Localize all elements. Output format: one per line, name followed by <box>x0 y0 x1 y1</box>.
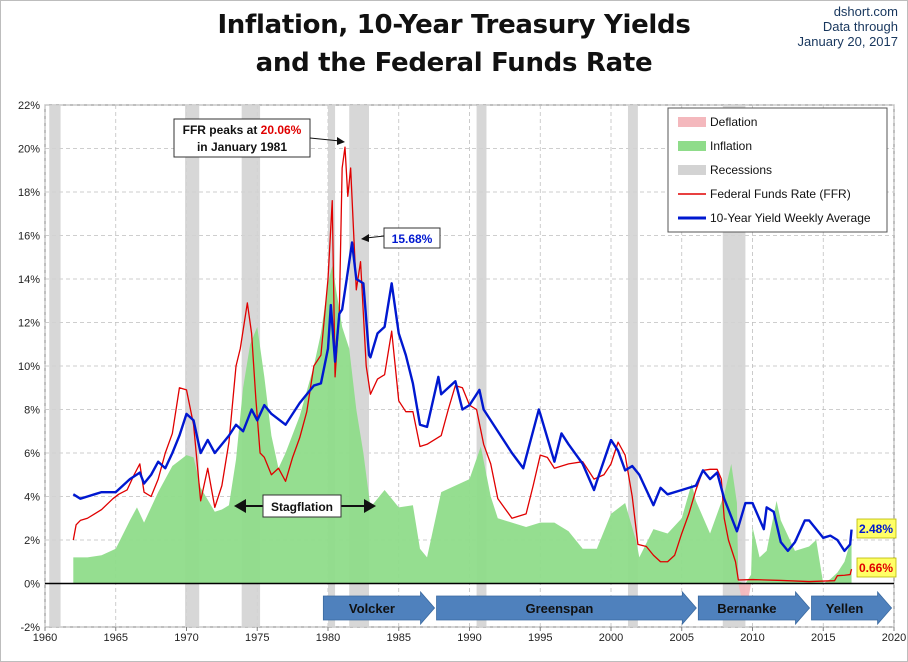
y-tick-label: 8% <box>24 405 40 417</box>
ffr-peak-arrowhead <box>337 137 345 145</box>
legend-label: Federal Funds Rate (FFR) <box>710 187 851 201</box>
x-tick-label: 1975 <box>245 632 269 644</box>
x-tick-label: 2015 <box>811 632 835 644</box>
stagflation-label: Stagflation <box>271 500 333 514</box>
source-date: January 20, 2017 <box>797 34 898 49</box>
ffr-peak-value: 20.06% <box>261 123 302 137</box>
x-tick-label: 1985 <box>387 632 411 644</box>
yield-peak-label: 15.68% <box>392 232 433 246</box>
y-tick-label: 0% <box>24 579 40 591</box>
ffr-peak-pointer <box>309 137 341 142</box>
recession-band <box>49 105 61 627</box>
y-tick-label: 18% <box>18 187 40 199</box>
ffr-peak-prefix: FFR peaks at <box>183 123 261 137</box>
era-arrow <box>436 590 697 626</box>
y-tick-label: 22% <box>18 100 40 112</box>
x-tick-label: 1995 <box>528 632 552 644</box>
era-label: Bernanke <box>717 601 776 616</box>
y-tick-label: 14% <box>18 274 40 286</box>
y-tick-label: 12% <box>18 318 40 330</box>
stagflation-box <box>262 494 342 518</box>
y-tick-label: 10% <box>18 361 40 373</box>
ffr-peak-text-line-2: in January 1981 <box>197 140 287 154</box>
ten-year-yield-line <box>72 241 853 553</box>
stagflation-arrowhead-left <box>234 499 246 513</box>
ffr-end-label: 0.66% <box>859 561 893 575</box>
y-tick-label: 2% <box>24 535 40 547</box>
yield-end-box <box>856 518 897 539</box>
y-tick-label: 20% <box>18 144 40 156</box>
era-arrow <box>697 590 811 626</box>
x-tick-label: 2000 <box>599 632 623 644</box>
legend-swatch <box>678 117 706 127</box>
recession-band <box>627 105 638 627</box>
era-label: Yellen <box>826 601 864 616</box>
legend-label: Deflation <box>710 115 757 129</box>
source-data-through: Data through <box>822 19 898 34</box>
era-arrow <box>811 590 893 626</box>
era-label: Volcker <box>349 601 395 616</box>
source-site: dshort.com <box>833 4 898 19</box>
stagflation-annotation: Stagflation <box>234 494 376 518</box>
chart-title-line-1: Inflation, 10-Year Treasury Yields <box>217 10 691 40</box>
x-tick-label: 2010 <box>740 632 764 644</box>
yield-end-callout: 2.48% <box>856 518 897 539</box>
ffr-end-box <box>856 557 897 578</box>
x-tick-label: 1970 <box>174 632 198 644</box>
legend: Deflation Inflation Recessions Federal Fund… <box>667 107 888 233</box>
legend-label: Recessions <box>710 163 772 177</box>
y-tick-label: -2% <box>20 622 40 634</box>
y-tick-label: 6% <box>24 448 40 460</box>
legend-swatch <box>678 165 706 175</box>
ffr-peak-text-line-1: FFR peaks at 20.06% <box>183 123 302 137</box>
y-tick-label: 4% <box>24 492 40 504</box>
yield-peak-callout: 15.68% <box>361 227 441 249</box>
yield-end-label: 2.48% <box>859 522 893 536</box>
legend-label: Inflation <box>710 139 752 153</box>
ffr-end-callout: 0.66% <box>856 557 897 578</box>
x-tick-label: 2005 <box>670 632 694 644</box>
x-tick-label: 1990 <box>457 632 481 644</box>
era-label: Greenspan <box>525 601 593 616</box>
x-tick-label: 1965 <box>104 632 128 644</box>
legend-label: 10-Year Yield Weekly Average <box>710 211 871 225</box>
y-tick-label: 16% <box>18 231 40 243</box>
stagflation-arrowhead-right <box>364 499 376 513</box>
x-tick-label: 2020 <box>882 632 906 644</box>
chart-title-line-2: and the Federal Funds Rate <box>255 48 653 78</box>
x-tick-label: 1960 <box>33 632 57 644</box>
yield-peak-arrowhead <box>361 234 369 242</box>
x-tick-label: 1980 <box>316 632 340 644</box>
recession-band <box>476 105 487 627</box>
yield-peak-box <box>383 227 441 249</box>
ffr-peak-callout: FFR peaks at 20.06% in January 1981 <box>173 118 345 158</box>
era-arrow <box>322 590 436 626</box>
legend-swatch <box>678 141 706 151</box>
